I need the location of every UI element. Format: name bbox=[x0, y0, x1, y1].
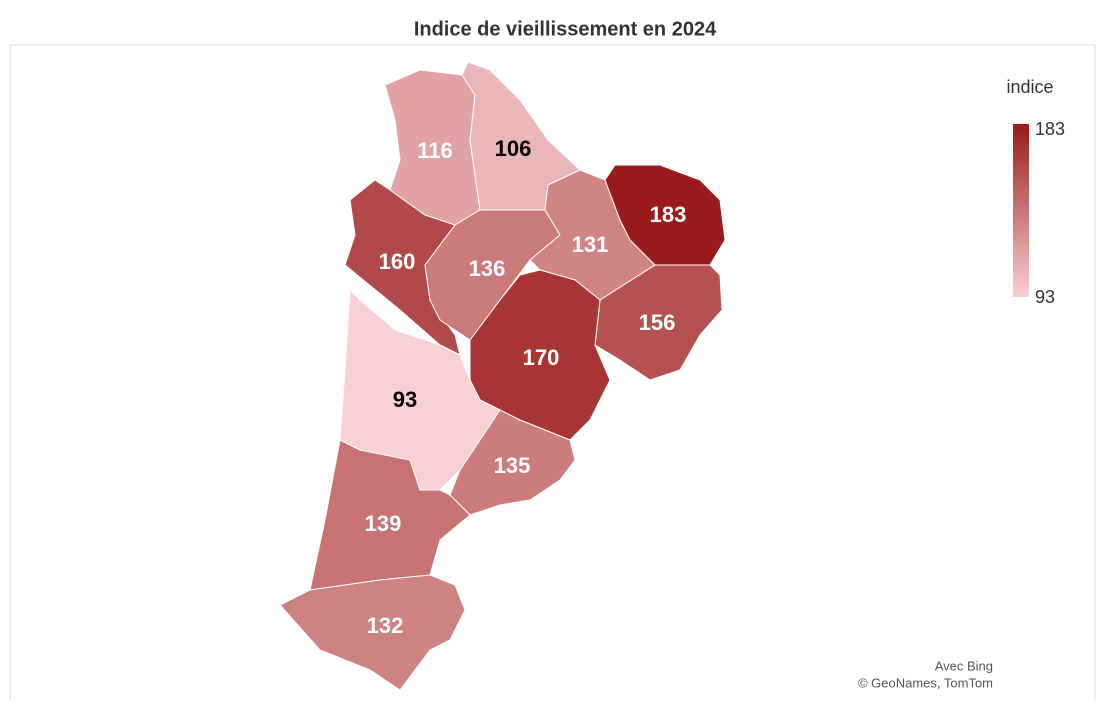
region-label: 183 bbox=[650, 202, 687, 227]
region-label: 132 bbox=[367, 613, 404, 638]
region bbox=[604, 164, 726, 266]
region-label: 160 bbox=[379, 249, 416, 274]
region-label: 156 bbox=[639, 310, 676, 335]
region-label: 106 bbox=[495, 136, 532, 161]
attribution: Avec Bing bbox=[935, 658, 993, 673]
map-frame bbox=[9, 44, 1096, 700]
legend-min: 93 bbox=[1035, 287, 1055, 307]
chart-title: Indice de vieillissement en 2024 bbox=[414, 18, 717, 40]
region-label: 170 bbox=[523, 345, 560, 370]
region-label: 139 bbox=[365, 511, 402, 536]
region bbox=[449, 399, 576, 516]
region-label: 131 bbox=[572, 232, 609, 257]
legend-gradient bbox=[1013, 124, 1029, 297]
region-label: 116 bbox=[417, 138, 453, 163]
legend-max: 183 bbox=[1035, 119, 1065, 139]
region bbox=[279, 574, 466, 691]
region-label: 136 bbox=[469, 256, 506, 281]
attribution: © GeoNames, TomTom bbox=[858, 675, 993, 690]
region-label: 93 bbox=[393, 387, 417, 412]
legend-title: indice bbox=[1006, 77, 1053, 97]
region-label: 135 bbox=[494, 453, 531, 478]
